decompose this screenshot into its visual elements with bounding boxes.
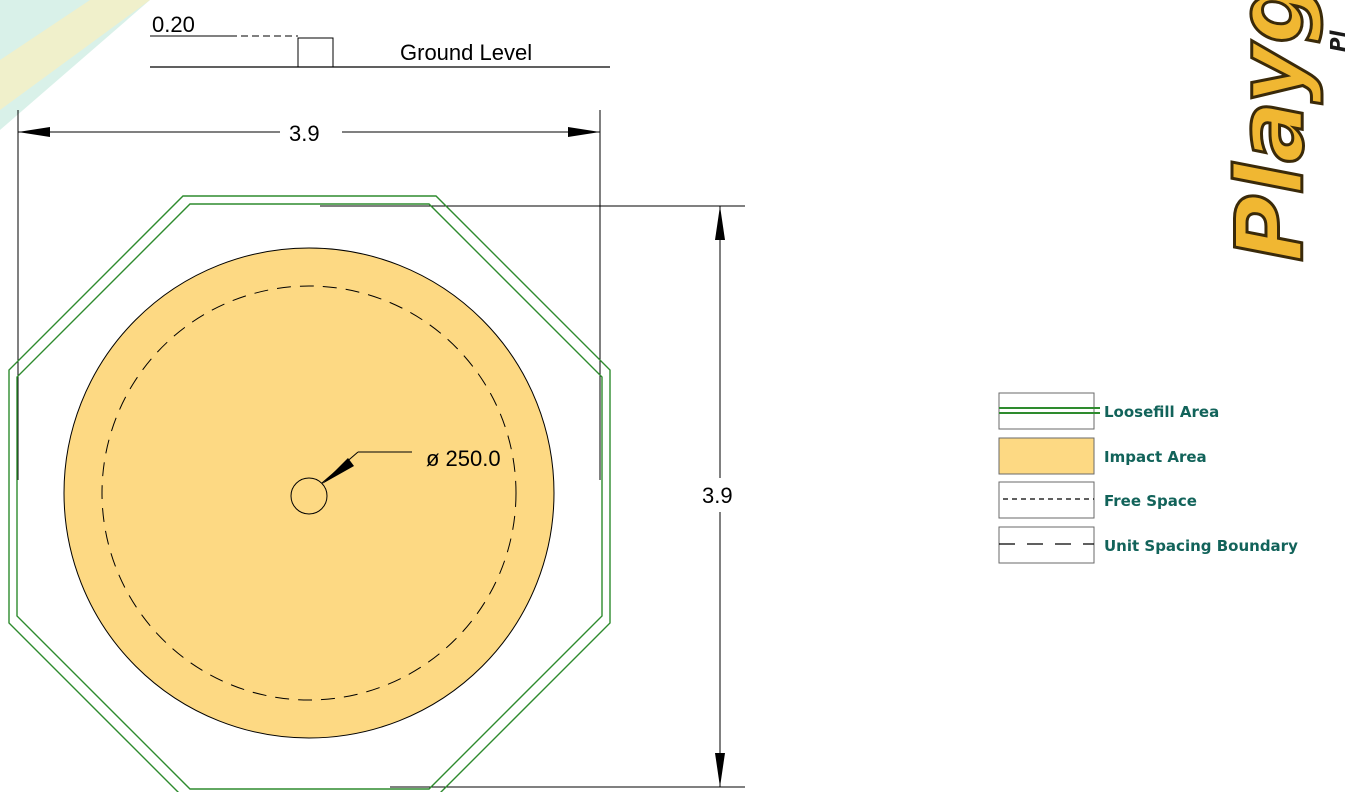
post-diameter-label: ø 250.0 (426, 446, 501, 471)
ground-level-detail: 0.20 Ground Level (150, 12, 610, 68)
height-arrow-top (715, 206, 725, 240)
post-circle (290, 477, 328, 515)
legend-item-loosefill: Loosefill Area (998, 392, 1219, 430)
width-label: 3.9 (289, 121, 320, 146)
height-label: 3.9 (702, 483, 733, 508)
legend-swatch-loosefill (998, 392, 1095, 430)
legend: Loosefill Area Impact Area Free Space Un… (998, 392, 1298, 564)
legend-swatch-impact (998, 437, 1095, 475)
corner-accent (0, 0, 150, 130)
height-arrow-bottom (715, 753, 725, 787)
free-space-boundary (101, 285, 517, 701)
post-section (297, 37, 334, 68)
diameter-leader: ø 250.0 (321, 446, 501, 484)
width-arrow-right (568, 127, 600, 137)
ground-level-label: Ground Level (400, 40, 532, 65)
width-dimension: 3.9 (17, 110, 601, 480)
legend-item-impact: Impact Area (998, 437, 1207, 475)
legend-item-unit-spacing: Unit Spacing Boundary (998, 526, 1298, 564)
loosefill-area (8, 195, 611, 792)
legend-label-impact: Impact Area (1104, 448, 1207, 466)
corner-accent-yellow (0, 0, 150, 110)
loosefill-inner-line (16, 203, 603, 790)
legend-item-free-space: Free Space (998, 481, 1197, 519)
height-dimension: 3.9 (320, 205, 745, 788)
brand-logo: Playg Pl (1216, 0, 1351, 264)
depth-label: 0.20 (152, 12, 195, 37)
legend-label-free-space: Free Space (1104, 492, 1197, 510)
loosefill-outer-line (8, 195, 611, 792)
leader-arrow (322, 458, 354, 484)
legend-label-unit-spacing: Unit Spacing Boundary (1104, 537, 1298, 555)
logo-subtext: Pl (1326, 29, 1350, 52)
legend-label-loosefill: Loosefill Area (1104, 403, 1219, 421)
logo-text: Playg (1217, 0, 1324, 262)
legend-swatch-unit-spacing (998, 526, 1095, 564)
width-arrow-left (18, 127, 50, 137)
legend-swatch-free-space (998, 481, 1095, 519)
